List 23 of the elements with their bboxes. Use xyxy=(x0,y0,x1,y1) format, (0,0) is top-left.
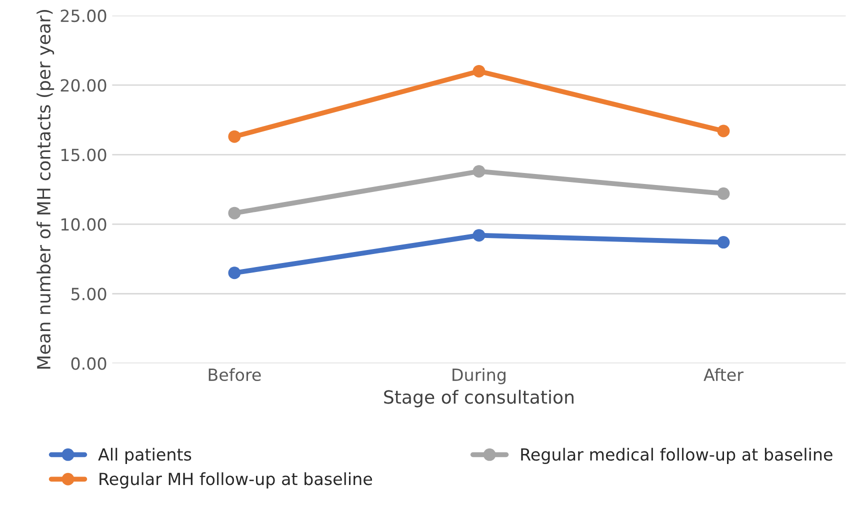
point xyxy=(472,165,486,178)
y-tick-label: 5.00 xyxy=(72,288,106,300)
y-tick-label: 20.00 xyxy=(60,79,106,92)
point xyxy=(228,266,241,280)
y-tick-label: 10.00 xyxy=(61,218,106,231)
legend-label: All patients xyxy=(98,448,192,464)
legend-label: Regular MH follow-up at baseline xyxy=(100,472,372,488)
x-tick-label: During xyxy=(452,368,506,384)
point xyxy=(228,130,241,143)
y-tick-label: 0.00 xyxy=(71,357,106,370)
y-tick-label: 25.00 xyxy=(60,10,106,22)
point xyxy=(717,236,730,249)
y-tick-label: 15.00 xyxy=(61,148,106,162)
y-axis-title: Mean number of MH contacts (per year) xyxy=(36,10,54,369)
point xyxy=(717,187,730,200)
x-tick-label: Before xyxy=(208,368,261,382)
x-axis-title: Stage of consultation xyxy=(384,390,574,408)
x-tick-label: After xyxy=(704,368,744,382)
point xyxy=(228,206,241,220)
point xyxy=(472,64,486,78)
point xyxy=(717,124,730,138)
legend-label: Regular medical follow-up at baseline xyxy=(521,448,832,464)
point xyxy=(472,229,486,242)
